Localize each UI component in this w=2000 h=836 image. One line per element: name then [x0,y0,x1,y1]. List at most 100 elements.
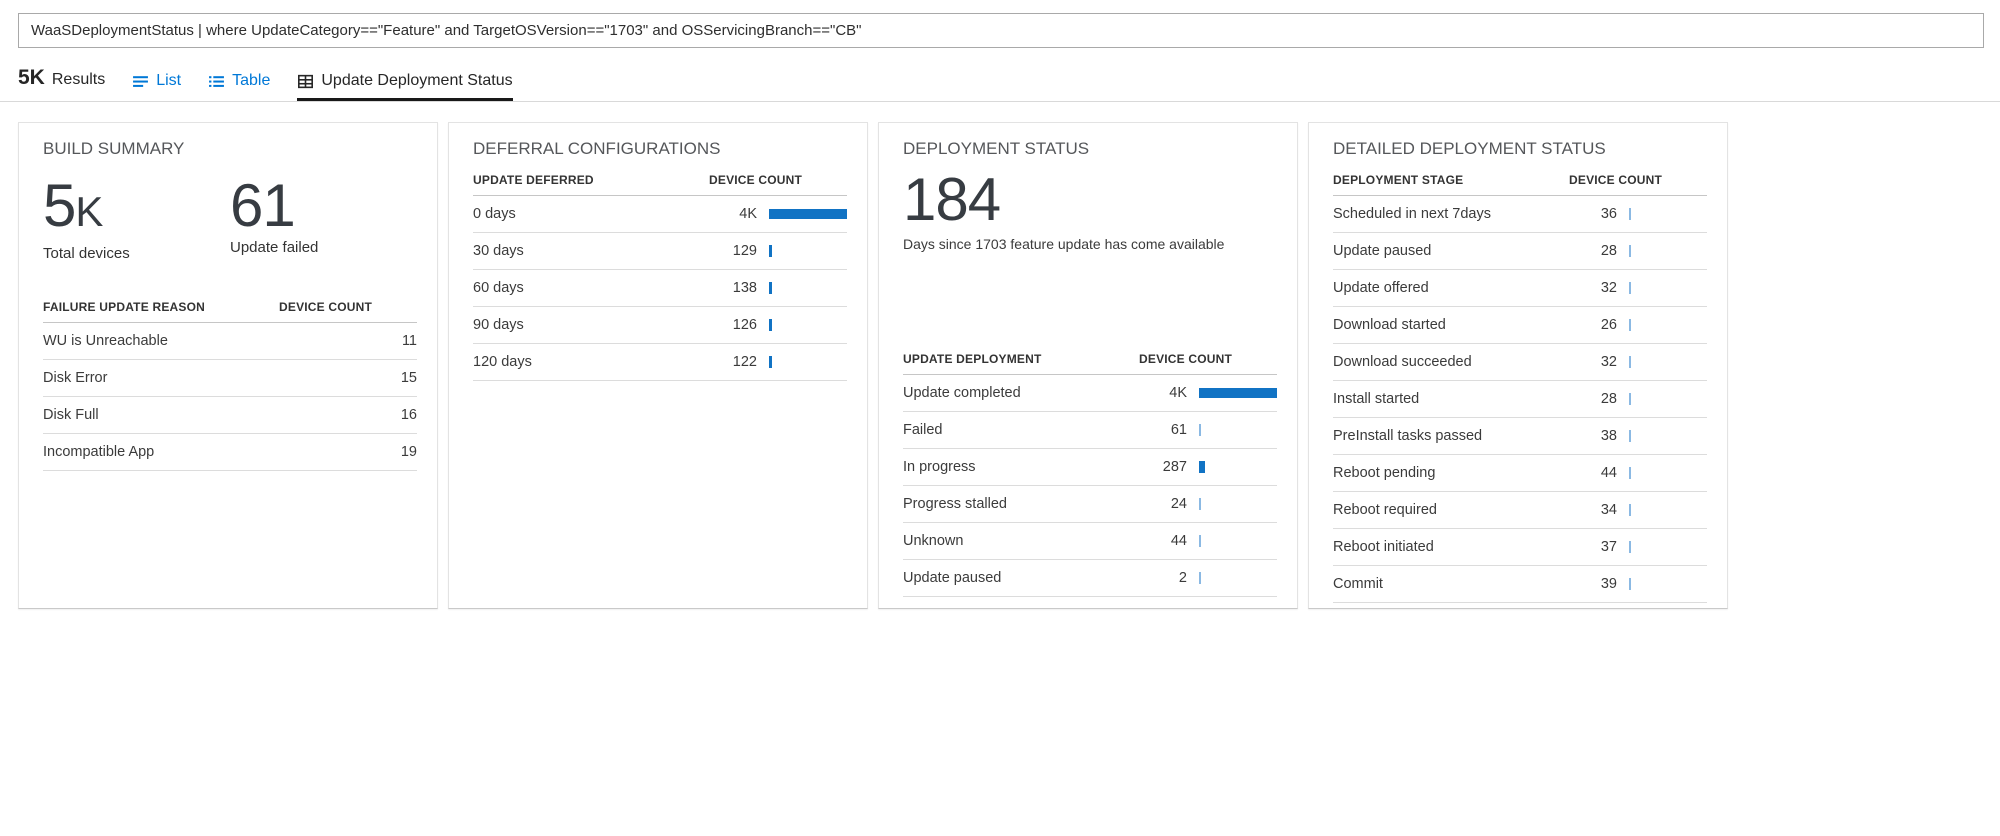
row-bar [1199,388,1277,398]
metric-total-devices: 5K Total devices [43,172,230,263]
row-label: 90 days [473,317,524,333]
panel-title: DEFERRAL CONFIGURATIONS [473,139,721,158]
table-row[interactable]: WU is Unreachable 11 [43,323,417,360]
row-label: Incompatible App [43,444,155,460]
row-label: Update paused [903,570,1002,586]
panel-title: DEPLOYMENT STATUS [903,139,1090,158]
table-row[interactable]: Disk Error 15 [43,360,417,397]
table-row[interactable]: Reboot required 34 [1333,492,1707,529]
row-bar [1199,535,1201,547]
row-bar-cell [1617,467,1707,479]
tab-table[interactable]: Table [208,72,270,101]
row-label: Unknown [903,533,964,549]
row-bar [769,245,772,257]
row-bar [769,319,772,331]
row-bar [1629,467,1631,479]
row-count: 39 [1600,576,1617,592]
row-bar-cell [757,319,847,331]
row-count: 19 [400,444,417,460]
panel-build-summary: BUILD SUMMARY 5K Total devices 61 Update… [18,122,438,609]
table-header: UPDATE DEFERRED DEVICE COUNT [473,169,847,196]
column-header: DEVICE COUNT [1139,352,1233,366]
table-row[interactable]: Install started 28 [1333,381,1707,418]
table-row[interactable]: Reboot pending 44 [1333,455,1707,492]
table-row[interactable]: Update paused 2 [903,560,1277,597]
column-header: UPDATE DEFERRED [473,173,594,187]
grid-table-icon [297,73,314,90]
update-deployment-table: UPDATE DEPLOYMENT DEVICE COUNT Update comp… [903,348,1277,597]
row-label: 0 days [473,206,516,222]
row-bar [1629,356,1631,368]
table-row[interactable]: Disk Full 16 [43,397,417,434]
column-header: DEPLOYMENT STAGE [1333,173,1464,187]
row-label: Update offered [1333,280,1429,296]
results-label: Results [51,71,106,88]
row-bar [1629,504,1631,516]
row-bar-cell [1617,504,1707,516]
row-count: 4K [1169,385,1187,401]
table-header: UPDATE DEPLOYMENT DEVICE COUNT [903,348,1277,375]
metric-value: 5K [43,172,103,239]
row-label: WU is Unreachable [43,333,168,349]
row-bar-cell [1187,535,1277,547]
table-row[interactable]: Incompatible App 19 [43,434,417,471]
table-row[interactable]: Progress stalled 24 [903,486,1277,523]
row-count: 34 [1600,502,1617,518]
row-label: Commit [1333,576,1383,592]
column-header: UPDATE DEPLOYMENT [903,352,1042,366]
row-count: 138 [732,280,757,296]
row-bar-cell [1187,388,1277,398]
row-bar-cell [1617,430,1707,442]
list-icon [132,73,149,90]
table-row[interactable]: 90 days 126 [473,307,847,344]
column-header: DEVICE COUNT [709,173,803,187]
table-row[interactable]: 0 days 4K [473,196,847,233]
row-count: 287 [1162,459,1187,475]
table-row[interactable]: In progress 287 [903,449,1277,486]
row-bar [1199,572,1201,584]
tab-update-deployment-status[interactable]: Update Deployment Status [297,72,513,101]
table-row[interactable]: 60 days 138 [473,270,847,307]
table-row[interactable]: Update completed 4K [903,375,1277,412]
tab-list[interactable]: List [132,72,181,101]
table-row[interactable]: 120 days 122 [473,344,847,381]
table-row[interactable]: Download succeeded 32 [1333,344,1707,381]
query-input[interactable] [19,14,1983,47]
row-label: 30 days [473,243,524,259]
table-row[interactable]: 30 days 129 [473,233,847,270]
row-bar-cell [1617,282,1707,294]
row-bar-cell [1617,245,1707,257]
row-count: 4K [739,206,757,222]
row-bar [769,209,847,219]
table-row[interactable]: Commit 39 [1333,566,1707,603]
panel-deferral-configurations: DEFERRAL CONFIGURATIONS UPDATE DEFERRED D… [448,122,868,609]
row-bar-cell [1187,424,1277,436]
row-bar [1199,498,1201,510]
results-count: 5K [18,66,45,89]
panel-title: BUILD SUMMARY [43,139,185,158]
row-bar [1629,393,1631,405]
table-row[interactable]: Failed 61 [903,412,1277,449]
table-row[interactable]: Update paused 28 [1333,233,1707,270]
row-count: 32 [1600,354,1617,370]
row-count: 16 [400,407,417,423]
deferral-table: UPDATE DEFERRED DEVICE COUNT 0 days 4K 30 da… [473,169,847,381]
row-bar-cell [757,245,847,257]
failure-reason-table: FAILURE UPDATE REASON DEVICE COUNT WU is U… [43,296,417,471]
query-bar [18,13,1984,48]
table-row[interactable]: Scheduled in next 7days 36 [1333,196,1707,233]
row-bar-cell [757,282,847,294]
table-header: FAILURE UPDATE REASON DEVICE COUNT [43,296,417,323]
table-row[interactable]: Download started 26 [1333,307,1707,344]
table-row[interactable]: Reboot initiated 37 [1333,529,1707,566]
row-bar [1629,282,1631,294]
row-count: 61 [1170,422,1187,438]
table-row[interactable]: Unknown 44 [903,523,1277,560]
table-row[interactable]: PreInstall tasks passed 38 [1333,418,1707,455]
row-bar [769,356,772,368]
row-label: Update paused [1333,243,1432,259]
table-header: DEPLOYMENT STAGE DEVICE COUNT [1333,169,1707,196]
table-row[interactable]: Update offered 32 [1333,270,1707,307]
tab-results[interactable]: 5K Results [18,66,105,101]
metric-label: Total devices [43,245,130,262]
